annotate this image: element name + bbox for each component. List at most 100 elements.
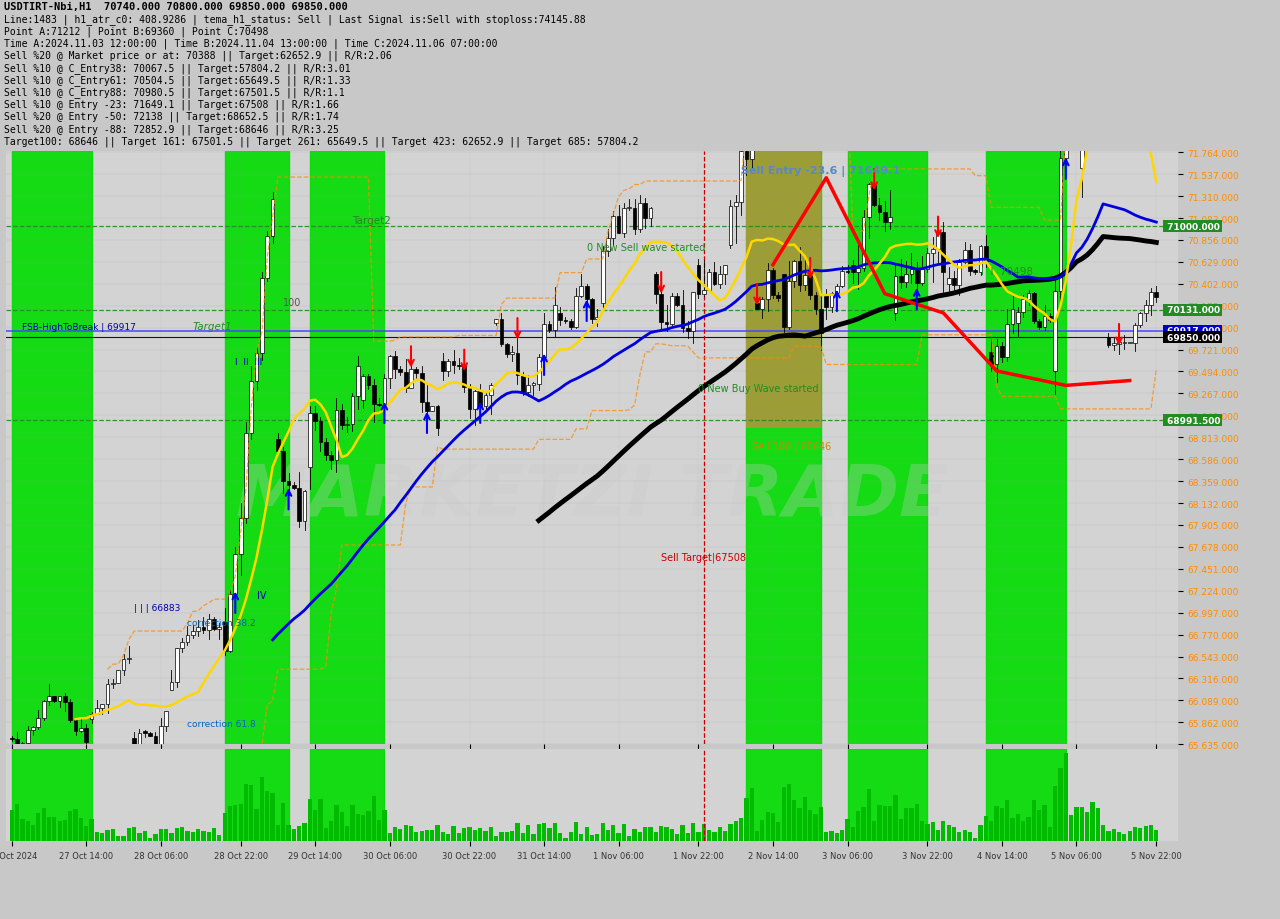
- Bar: [568, 322, 572, 328]
- Bar: [244, 434, 248, 518]
- Bar: [95, 832, 99, 841]
- Bar: [1074, 807, 1079, 841]
- Bar: [563, 838, 567, 841]
- Bar: [573, 823, 579, 841]
- Bar: [218, 628, 221, 630]
- Bar: [425, 830, 429, 841]
- Bar: [543, 324, 547, 358]
- Bar: [356, 366, 360, 396]
- Bar: [440, 832, 445, 841]
- Bar: [265, 236, 269, 278]
- Bar: [1048, 827, 1052, 841]
- Bar: [26, 731, 29, 743]
- Text: 70131.000: 70131.000: [1165, 306, 1220, 315]
- Bar: [212, 619, 216, 630]
- Bar: [63, 696, 67, 702]
- Bar: [12, 152, 92, 744]
- Bar: [447, 361, 451, 372]
- Bar: [504, 832, 509, 841]
- Bar: [696, 833, 700, 841]
- Bar: [649, 209, 653, 220]
- Bar: [292, 486, 296, 488]
- Bar: [1106, 338, 1110, 346]
- Text: 69850.000: 69850.000: [1165, 334, 1220, 342]
- Bar: [324, 443, 328, 455]
- Bar: [558, 313, 562, 321]
- Bar: [206, 833, 211, 841]
- Bar: [212, 828, 216, 841]
- Bar: [856, 268, 860, 273]
- Bar: [723, 266, 727, 274]
- Bar: [457, 834, 461, 841]
- Bar: [100, 833, 105, 841]
- Bar: [489, 827, 493, 841]
- Bar: [664, 323, 668, 324]
- Bar: [218, 835, 221, 841]
- Text: Sell Entry -23.6 | 71649.1: Sell Entry -23.6 | 71649.1: [741, 165, 900, 176]
- Bar: [398, 829, 402, 841]
- Bar: [361, 377, 365, 401]
- Bar: [52, 817, 56, 841]
- Bar: [105, 830, 110, 841]
- Bar: [15, 740, 19, 744]
- Bar: [430, 831, 434, 841]
- Bar: [1064, 22, 1068, 159]
- Bar: [398, 369, 402, 373]
- Bar: [484, 832, 488, 841]
- Bar: [654, 833, 658, 841]
- Text: USDTIRT-Nbi,H1  70740.000 70800.000 69850.000 69850.000: USDTIRT-Nbi,H1 70740.000 70800.000 69850…: [4, 2, 348, 12]
- Bar: [20, 820, 24, 841]
- Bar: [526, 825, 530, 841]
- Bar: [127, 828, 131, 841]
- Bar: [925, 254, 929, 270]
- Bar: [691, 293, 695, 332]
- Bar: [410, 369, 413, 388]
- Bar: [499, 832, 503, 841]
- Bar: [712, 833, 717, 841]
- Bar: [73, 809, 78, 841]
- Bar: [744, 798, 749, 841]
- Bar: [595, 834, 599, 841]
- Bar: [276, 439, 280, 451]
- Bar: [760, 301, 764, 310]
- Text: Sell %10 @ C_Entry61: 70504.5 || Target:65649.5 || R/R:1.33: Sell %10 @ C_Entry61: 70504.5 || Target:…: [4, 75, 351, 86]
- Bar: [31, 825, 35, 841]
- Bar: [893, 795, 897, 841]
- Bar: [765, 270, 769, 301]
- Bar: [819, 310, 823, 334]
- Bar: [457, 366, 461, 367]
- Bar: [201, 627, 205, 630]
- Bar: [186, 635, 189, 642]
- Bar: [947, 279, 951, 285]
- Bar: [936, 233, 940, 250]
- Text: correction 38.2: correction 38.2: [187, 618, 256, 627]
- Bar: [47, 817, 51, 841]
- Bar: [36, 719, 40, 727]
- Bar: [282, 803, 285, 841]
- Text: 71000.000: 71000.000: [1165, 222, 1220, 232]
- Bar: [420, 832, 424, 841]
- Bar: [154, 834, 157, 841]
- Bar: [521, 834, 525, 841]
- Bar: [847, 152, 928, 744]
- Text: 68991.500: 68991.500: [1165, 416, 1221, 425]
- Bar: [745, 152, 749, 160]
- Bar: [637, 832, 643, 841]
- Bar: [723, 832, 727, 841]
- Bar: [334, 410, 338, 460]
- Bar: [499, 320, 503, 345]
- Bar: [644, 204, 648, 220]
- Bar: [47, 697, 51, 701]
- Bar: [319, 800, 323, 841]
- Bar: [1111, 830, 1116, 841]
- Bar: [310, 152, 384, 744]
- Text: I  I  70498: I I 70498: [980, 267, 1033, 278]
- Bar: [803, 797, 808, 841]
- Bar: [403, 373, 407, 388]
- Text: IV: IV: [256, 590, 266, 600]
- Bar: [408, 826, 413, 841]
- Bar: [803, 276, 806, 286]
- Bar: [915, 805, 919, 841]
- Bar: [979, 247, 983, 272]
- Bar: [746, 749, 820, 841]
